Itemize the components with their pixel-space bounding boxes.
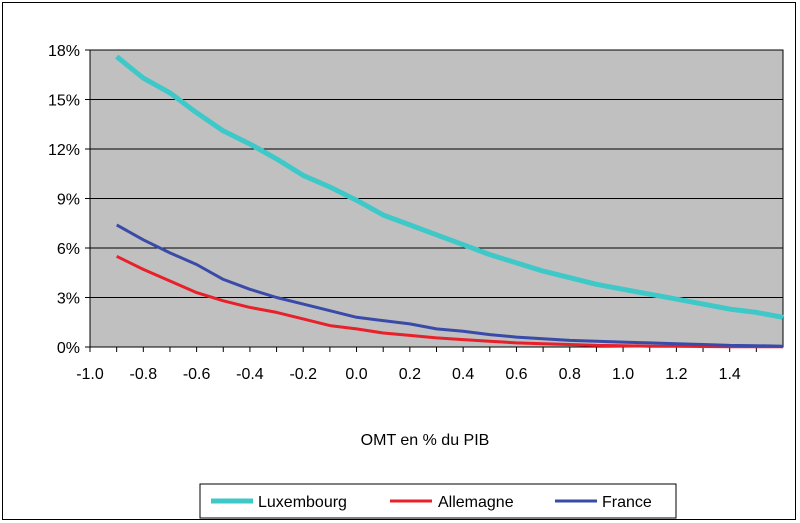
x-tick-label: -0.2 bbox=[289, 366, 317, 383]
legend: Luxembourg Allemagne France bbox=[199, 483, 677, 519]
y-tick-label: 6% bbox=[57, 241, 80, 258]
y-tick-label: 12% bbox=[48, 142, 80, 159]
x-tick-label: 0.8 bbox=[559, 366, 581, 383]
x-tick-label: -0.4 bbox=[236, 366, 264, 383]
series-lines bbox=[115, 54, 784, 349]
x-tick-label: -0.6 bbox=[183, 366, 211, 383]
x-tick-label: 1.0 bbox=[612, 366, 634, 383]
x-tick-label: -1.0 bbox=[76, 366, 104, 383]
x-tick-label: 1.4 bbox=[719, 366, 741, 383]
series-line-luxembourg bbox=[115, 54, 784, 320]
legend-label-allemagne: Allemagne bbox=[438, 494, 514, 511]
y-tick-label: 0% bbox=[57, 340, 80, 357]
y-tick-label: 18% bbox=[48, 43, 80, 60]
grid-lines bbox=[90, 49, 783, 298]
x-tick-label: 1.2 bbox=[665, 366, 687, 383]
x-tick-label: 0.0 bbox=[345, 366, 367, 383]
x-tick-label: 0.2 bbox=[399, 366, 421, 383]
y-tick-label: 3% bbox=[57, 291, 80, 308]
x-axis-title: OMT en % du PIB bbox=[361, 432, 490, 449]
series-line-allemagne bbox=[116, 254, 784, 349]
legend-label-luxembourg: Luxembourg bbox=[258, 494, 347, 511]
x-tick-label: -0.8 bbox=[130, 366, 158, 383]
x-tick-label: 0.6 bbox=[505, 366, 527, 383]
y-tick-label: 15% bbox=[48, 93, 80, 110]
x-axis-ticks: -1.0 -0.8 -0.6 -0.4 -0.2 0.0 0.2 0.4 0.6 0.8 1.0 1.… bbox=[76, 347, 757, 383]
series-line-france bbox=[115, 223, 784, 348]
legend-label-france: France bbox=[602, 494, 652, 511]
x-tick-label: 0.4 bbox=[452, 366, 474, 383]
y-axis-ticks: 0% 3% 6% 9% 12% 15% 18% bbox=[48, 43, 90, 357]
y-tick-label: 9% bbox=[57, 192, 80, 209]
